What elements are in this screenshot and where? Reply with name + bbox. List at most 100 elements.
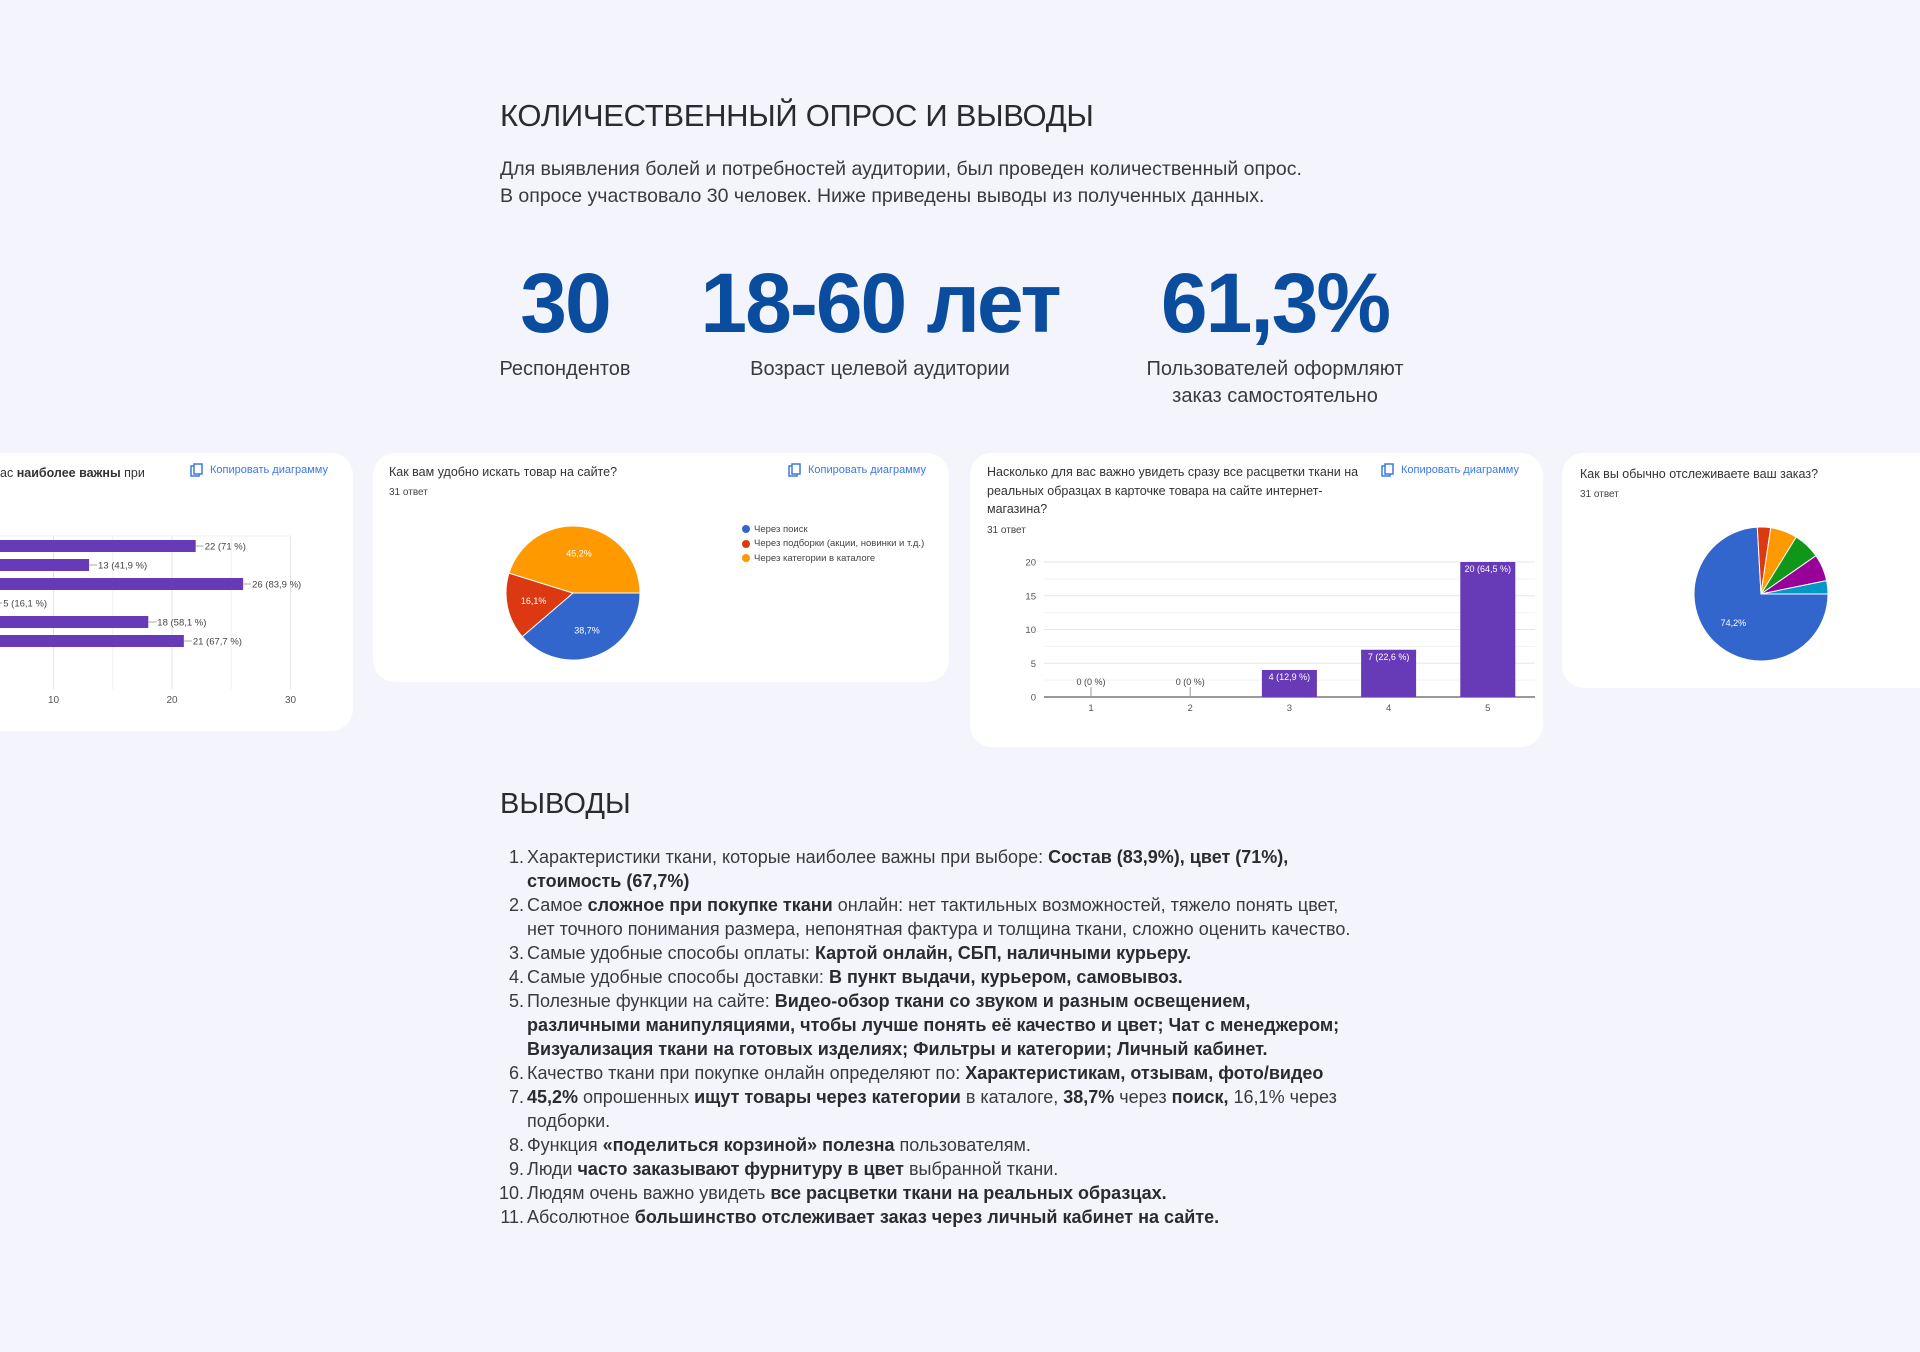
bar <box>0 559 90 571</box>
slice-label: 74,2% <box>1721 618 1747 628</box>
list-number: 11. <box>500 1207 524 1227</box>
conclusion-text-bold: Видео-обзор ткани со звуком и разным осв… <box>527 991 1340 1059</box>
chart-title-part: ас <box>0 466 17 480</box>
conclusion-text-bold: ищут товары через категории <box>694 1087 961 1107</box>
conclusion-text-bold: В пункт выдачи, курьером, самовывоз. <box>828 967 1183 987</box>
pie-slice <box>521 592 641 661</box>
copy-chart-label: Копировать диаграмму <box>210 464 328 476</box>
x-tick-label: 2 <box>1188 703 1193 714</box>
x-tick-label: 5 <box>1485 703 1490 714</box>
conclusion-text: Самые удобные способы оплаты: <box>527 943 815 963</box>
copy-icon <box>1381 463 1394 477</box>
conclusion-text: Самое <box>527 895 588 915</box>
data-label: 18 (58,1 %) <box>157 618 206 629</box>
copy-icon <box>190 463 203 477</box>
conclusion-item: 1. Характеристики ткани, которые наиболее… <box>500 845 1360 893</box>
x-tick-label: 30 <box>285 695 297 706</box>
response-count: 31 ответ <box>987 525 1026 536</box>
legend-item: Через категории в каталоге <box>742 551 924 566</box>
conclusion-text: 16,1% через подборки. <box>527 1087 1337 1131</box>
chart-title: Насколько для вас важно увидеть сразу вс… <box>987 465 1359 516</box>
bar <box>1361 649 1417 697</box>
conclusion-text: Функция <box>527 1135 603 1155</box>
conclusion-text-bold: «поделиться корзиной» полезна <box>602 1135 895 1155</box>
list-number: 8. <box>508 1135 524 1155</box>
conclusion-text-bold: часто заказывают фурнитуру в цвет <box>577 1159 904 1179</box>
copy-chart-label: Копировать диаграмму <box>1401 464 1519 476</box>
copy-chart-button[interactable]: Копировать диаграмму <box>788 463 926 477</box>
list-number: 3. <box>508 943 524 963</box>
conclusion-item: 4. Самые удобные способы доставки: В пунк… <box>500 965 1360 989</box>
list-number: 5. <box>508 991 524 1011</box>
y-tick-label: 5 <box>1031 659 1036 670</box>
copy-chart-label: Копировать диаграмму <box>808 464 926 476</box>
y-tick-label: 20 <box>1025 558 1036 569</box>
intro-text-line-1: Для выявления болей и потребностей аудит… <box>500 158 1302 180</box>
stat-age: 18-60 лет Возраст целевой аудитории <box>680 258 1080 383</box>
conclusion-text: опрошенных <box>578 1087 695 1107</box>
y-tick-label: 0 <box>1031 693 1036 704</box>
data-label: 21 (67,7 %) <box>193 637 242 648</box>
data-label: 0 (0 %) <box>1176 677 1205 687</box>
copy-icon <box>788 463 801 477</box>
chart-card-color-samples: Насколько для вас важно увидеть сразу вс… <box>970 453 1543 747</box>
conclusion-text: Качество ткани при покупке онлайн опреде… <box>527 1063 966 1083</box>
x-tick-label: 1 <box>1088 703 1093 714</box>
pie-slice <box>508 525 641 594</box>
conclusion-text-bold: 38,7% <box>1063 1087 1115 1107</box>
x-tick-label: 3 <box>1287 703 1292 714</box>
data-label: 7 (22,6 %) <box>1368 652 1410 662</box>
bar <box>1460 562 1516 697</box>
stat-value: 61,3% <box>1160 256 1391 350</box>
conclusion-text: Людям очень важно увидеть <box>527 1183 771 1203</box>
legend-label: Через категории в каталоге <box>754 552 876 564</box>
conclusion-text-bold: 45,2% <box>527 1087 579 1107</box>
conclusion-text-bold: поиск, <box>1171 1087 1229 1107</box>
legend-swatch <box>742 554 750 563</box>
stat-respondents: 30 Респондентов <box>465 258 665 383</box>
copy-chart-button[interactable]: Копировать диаграмму <box>1381 463 1519 477</box>
bar <box>0 578 244 590</box>
chart-legend: Через поиск Через подборки (акции, новинк… <box>742 522 924 566</box>
conclusion-item: 6. Качество ткани при покупке онлайн опре… <box>500 1061 1360 1085</box>
chart-card-order-tracking: Как вы обычно отслеживаете ваш заказ? 31… <box>1562 453 1920 688</box>
chart-card-search-method: Как вам удобно искать товар на сайте? 31… <box>373 453 949 682</box>
response-count: 31 ответ <box>389 487 428 498</box>
chart-title: Как вам удобно искать товар на сайте? <box>389 465 618 479</box>
bar <box>1261 670 1317 697</box>
conclusion-text: Полезные функции на сайте: <box>527 991 775 1011</box>
conclusion-text: Самые удобные способы доставки: <box>527 967 829 987</box>
stat-label: Возраст целевой аудитории <box>750 358 1010 380</box>
pie-chart: 74,2% <box>1693 526 1829 662</box>
conclusion-item: 8. Функция «поделиться корзиной» полезна … <box>500 1133 1360 1157</box>
copy-chart-button[interactable]: Копировать диаграмму <box>190 463 328 477</box>
x-tick-label: 10 <box>48 695 60 706</box>
chart-card-fabric-characteristics: ас наиболее важны при Копировать диаграм… <box>0 453 353 731</box>
stat-self-order: 61,3% Пользователей оформляют заказ само… <box>1130 258 1420 410</box>
intro-text-line-2: В опросе участвовало 30 человек. Ниже пр… <box>500 185 1265 207</box>
response-count: 31 ответ <box>1580 489 1619 500</box>
list-number: 1. <box>508 847 524 867</box>
x-tick-label: 20 <box>166 695 178 706</box>
legend-label: Через подборки (акции, новинки и т.д.) <box>754 538 925 550</box>
data-label: 0 (0 %) <box>1076 677 1105 687</box>
conclusion-text-bold: Картой онлайн, СБП, наличными курьеру. <box>814 943 1192 963</box>
stat-value: 30 <box>520 256 611 350</box>
chart-title: ас наиболее важны при <box>0 464 145 483</box>
pie-slice <box>1760 580 1829 595</box>
conclusion-text: пользователям. <box>894 1135 1031 1155</box>
y-tick-label: 15 <box>1025 591 1036 602</box>
list-number: 10. <box>498 1183 524 1203</box>
data-label: 4 (12,9 %) <box>1269 672 1311 682</box>
list-number: 6. <box>508 1063 524 1083</box>
slice-label: 45,2% <box>566 548 592 558</box>
conclusion-text-bold: Состав (83,9%), цвет (71%), стоимость (6… <box>527 847 1289 891</box>
conclusion-text-bold: Характеристикам, отзывам, фото/видео <box>965 1063 1324 1083</box>
conclusion-text: Абсолютное <box>527 1207 635 1227</box>
conclusion-text: в каталоге, <box>960 1087 1064 1107</box>
conclusion-text-bold: все расцветки ткани на реальных образцах… <box>770 1183 1167 1203</box>
stat-label: Пользователей оформляют заказ самостояте… <box>1146 358 1404 407</box>
conclusion-item: 7. 45,2% опрошенных ищут товары через кат… <box>500 1085 1360 1133</box>
conclusion-item: 5. Полезные функции на сайте: Видео-обзор… <box>500 989 1360 1061</box>
vertical-bar-chart: 0 5 10 15 20 1 0 (0 %) 2 0 (0 %) 3 4 (12,9 %) 4 7 (2… <box>1025 558 1535 714</box>
